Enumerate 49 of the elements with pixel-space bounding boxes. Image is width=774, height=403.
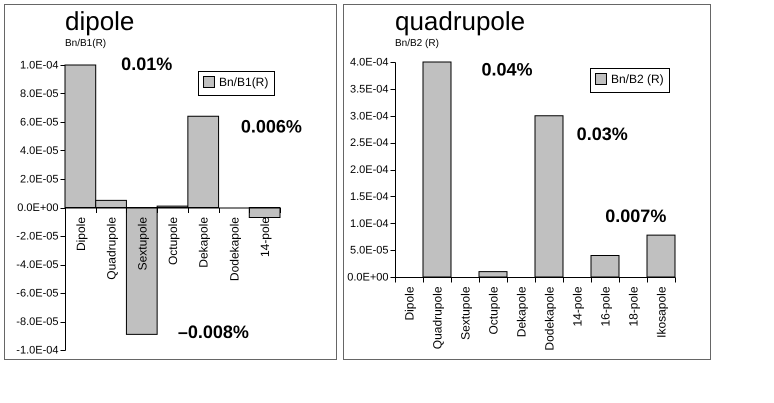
y-tick-label: 0.0E+00 xyxy=(17,202,58,214)
y-tick-label: 2.5E-04 xyxy=(350,137,388,150)
x-tick-label: Sextupole xyxy=(135,216,150,270)
annotation: 0.007% xyxy=(605,206,666,226)
y-tick-label: 4.0E-05 xyxy=(20,145,58,157)
chart-title: quadrupole xyxy=(395,6,526,36)
y-tick-label: -4.0E-05 xyxy=(16,259,58,271)
x-tick-label: Dodekapole xyxy=(542,286,556,351)
x-tick-label: Octupole xyxy=(166,216,180,266)
annotation: 0.03% xyxy=(576,124,628,144)
x-tick-label: Quadrupole xyxy=(104,216,119,280)
x-tick-label: Dodekapole xyxy=(227,216,242,282)
y-tick-label: 5.0E-05 xyxy=(350,244,388,257)
x-tick-label: Octupole xyxy=(486,286,500,335)
x-tick-label: Dipole xyxy=(402,286,416,321)
x-tick-label: Dekapole xyxy=(514,286,528,338)
x-tick-label: Quadrupole xyxy=(430,286,444,350)
x-tick-label: 18-pole xyxy=(626,286,640,327)
legend-label: Bn/B1(R) xyxy=(219,75,268,89)
x-tick-label: Dipole xyxy=(74,216,88,252)
y-tick-label: 2.0E-04 xyxy=(350,164,388,176)
chart-title: dipole xyxy=(65,6,134,36)
x-tick-label: Ikosapole xyxy=(654,286,668,338)
y-tick-label: 2.0E-05 xyxy=(20,174,58,186)
y-tick-label: 3.0E-04 xyxy=(350,110,388,122)
x-tick-label: 16-pole xyxy=(598,286,612,327)
chart-subtitle: Bn/B1(R) xyxy=(65,38,106,49)
y-tick-label: -6.0E-05 xyxy=(16,288,58,300)
legend-label: Bn/B2 (R) xyxy=(611,72,664,86)
y-tick-label: 0.0E+00 xyxy=(347,272,388,284)
annotation: 0.04% xyxy=(481,60,533,80)
annotation: 0.006% xyxy=(240,116,302,137)
y-tick-label: -8.0E-05 xyxy=(16,316,58,328)
x-tick-label: Dekapole xyxy=(196,216,211,268)
y-tick-label: 6.0E-05 xyxy=(20,116,58,128)
x-tick-label: 14-pole xyxy=(570,286,584,327)
y-tick-label: 4.0E-04 xyxy=(350,56,388,68)
y-tick-label: 8.0E-05 xyxy=(20,88,58,100)
y-tick-label: 3.5E-04 xyxy=(350,83,388,96)
y-tick-label: -1.0E-04 xyxy=(16,344,58,356)
y-tick-label: -2.0E-05 xyxy=(16,230,58,242)
chart-subtitle: Bn/B2 (R) xyxy=(395,38,439,49)
y-tick-label: 1.0E-04 xyxy=(20,60,58,72)
x-tick-label: 14-pole xyxy=(258,216,272,258)
x-tick-label: Sextupole xyxy=(458,286,472,340)
annotation: 0.01% xyxy=(121,54,172,74)
annotation: –0.008% xyxy=(178,322,249,342)
y-tick-label: 1.0E-04 xyxy=(350,218,388,230)
y-tick-label: 1.5E-04 xyxy=(350,190,388,203)
